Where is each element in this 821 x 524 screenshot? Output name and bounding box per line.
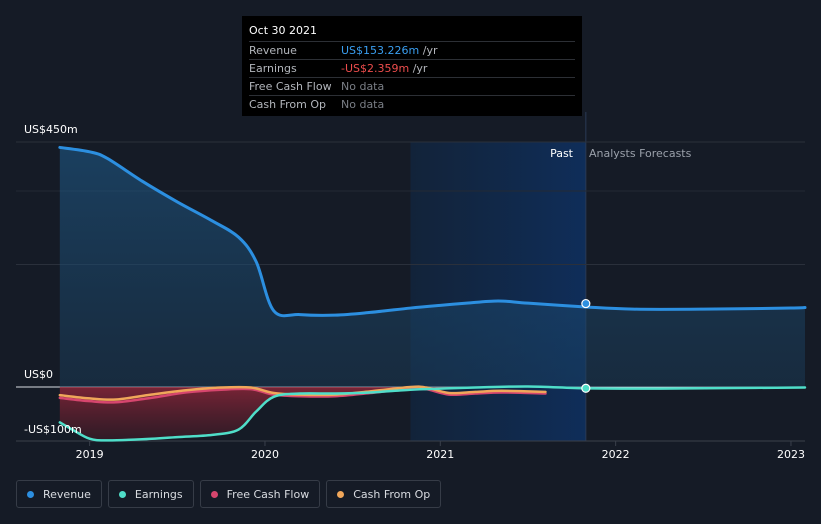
tooltip-row-free-cash-flow: Free Cash Flow No data — [249, 77, 575, 95]
legend: Revenue Earnings Free Cash Flow Cash Fro… — [16, 480, 442, 508]
past-highlight-band — [410, 142, 586, 441]
tooltip-unit: /yr — [412, 62, 428, 75]
y-tick-label: US$0 — [24, 368, 53, 381]
legend-label: Earnings — [134, 487, 183, 501]
tooltip-label: Free Cash Flow — [249, 80, 332, 93]
revenue-line — [58, 145, 807, 318]
tooltip-unit: /yr — [422, 44, 438, 57]
x-tick-label: 2019 — [76, 448, 104, 461]
forecast-label: Analysts Forecasts — [589, 147, 692, 160]
tooltip-value: No data — [341, 98, 385, 111]
x-tick-label: 2020 — [251, 448, 279, 461]
tooltip: Oct 30 2021 Revenue US$153.226m /yr Earn… — [242, 16, 582, 116]
x-tick-label: 2023 — [777, 448, 805, 461]
tooltip-date: Oct 30 2021 — [249, 24, 318, 37]
y-tick-label: -US$100m — [24, 423, 82, 436]
legend-label: Free Cash Flow — [226, 487, 310, 501]
tooltip-row-revenue: Revenue US$153.226m /yr — [249, 41, 575, 59]
tooltip-value: No data — [341, 80, 385, 93]
tooltip-value: -US$2.359m — [341, 62, 410, 75]
legend-label: Cash From Op — [353, 487, 431, 501]
tooltip-row-cash-from-op: Cash From Op No data — [249, 95, 575, 113]
legend-label: Revenue — [43, 487, 91, 501]
tooltip-label: Revenue — [249, 44, 297, 57]
legend-revenue[interactable]: Revenue — [16, 480, 102, 508]
revenue-hover-point — [581, 298, 591, 309]
legend-earnings[interactable]: Earnings — [107, 480, 194, 508]
circle-icon — [337, 490, 345, 498]
tooltip-value: US$153.226m — [341, 44, 420, 57]
earnings-negative-area — [59, 386, 586, 441]
legend-free-cash-flow[interactable]: Free Cash Flow — [199, 480, 321, 508]
past-label: Past — [550, 147, 574, 160]
circle-icon — [27, 490, 34, 498]
legend-cash-from-op[interactable]: Cash From Op — [326, 480, 442, 508]
x-tick-label: 2022 — [602, 448, 630, 461]
tooltip-label: Earnings — [249, 62, 297, 75]
x-tick-label: 2021 — [426, 448, 454, 461]
y-tick-label: US$450m — [24, 123, 78, 136]
tooltip-row-earnings: Earnings -US$2.359m /yr — [249, 59, 575, 77]
revenue-area — [59, 147, 806, 387]
circle-icon — [118, 490, 126, 498]
free-cash-flow-line — [58, 387, 547, 404]
circle-icon — [210, 490, 218, 498]
tooltip-label: Cash From Op — [249, 98, 327, 111]
earnings-hover-point — [581, 383, 591, 393]
